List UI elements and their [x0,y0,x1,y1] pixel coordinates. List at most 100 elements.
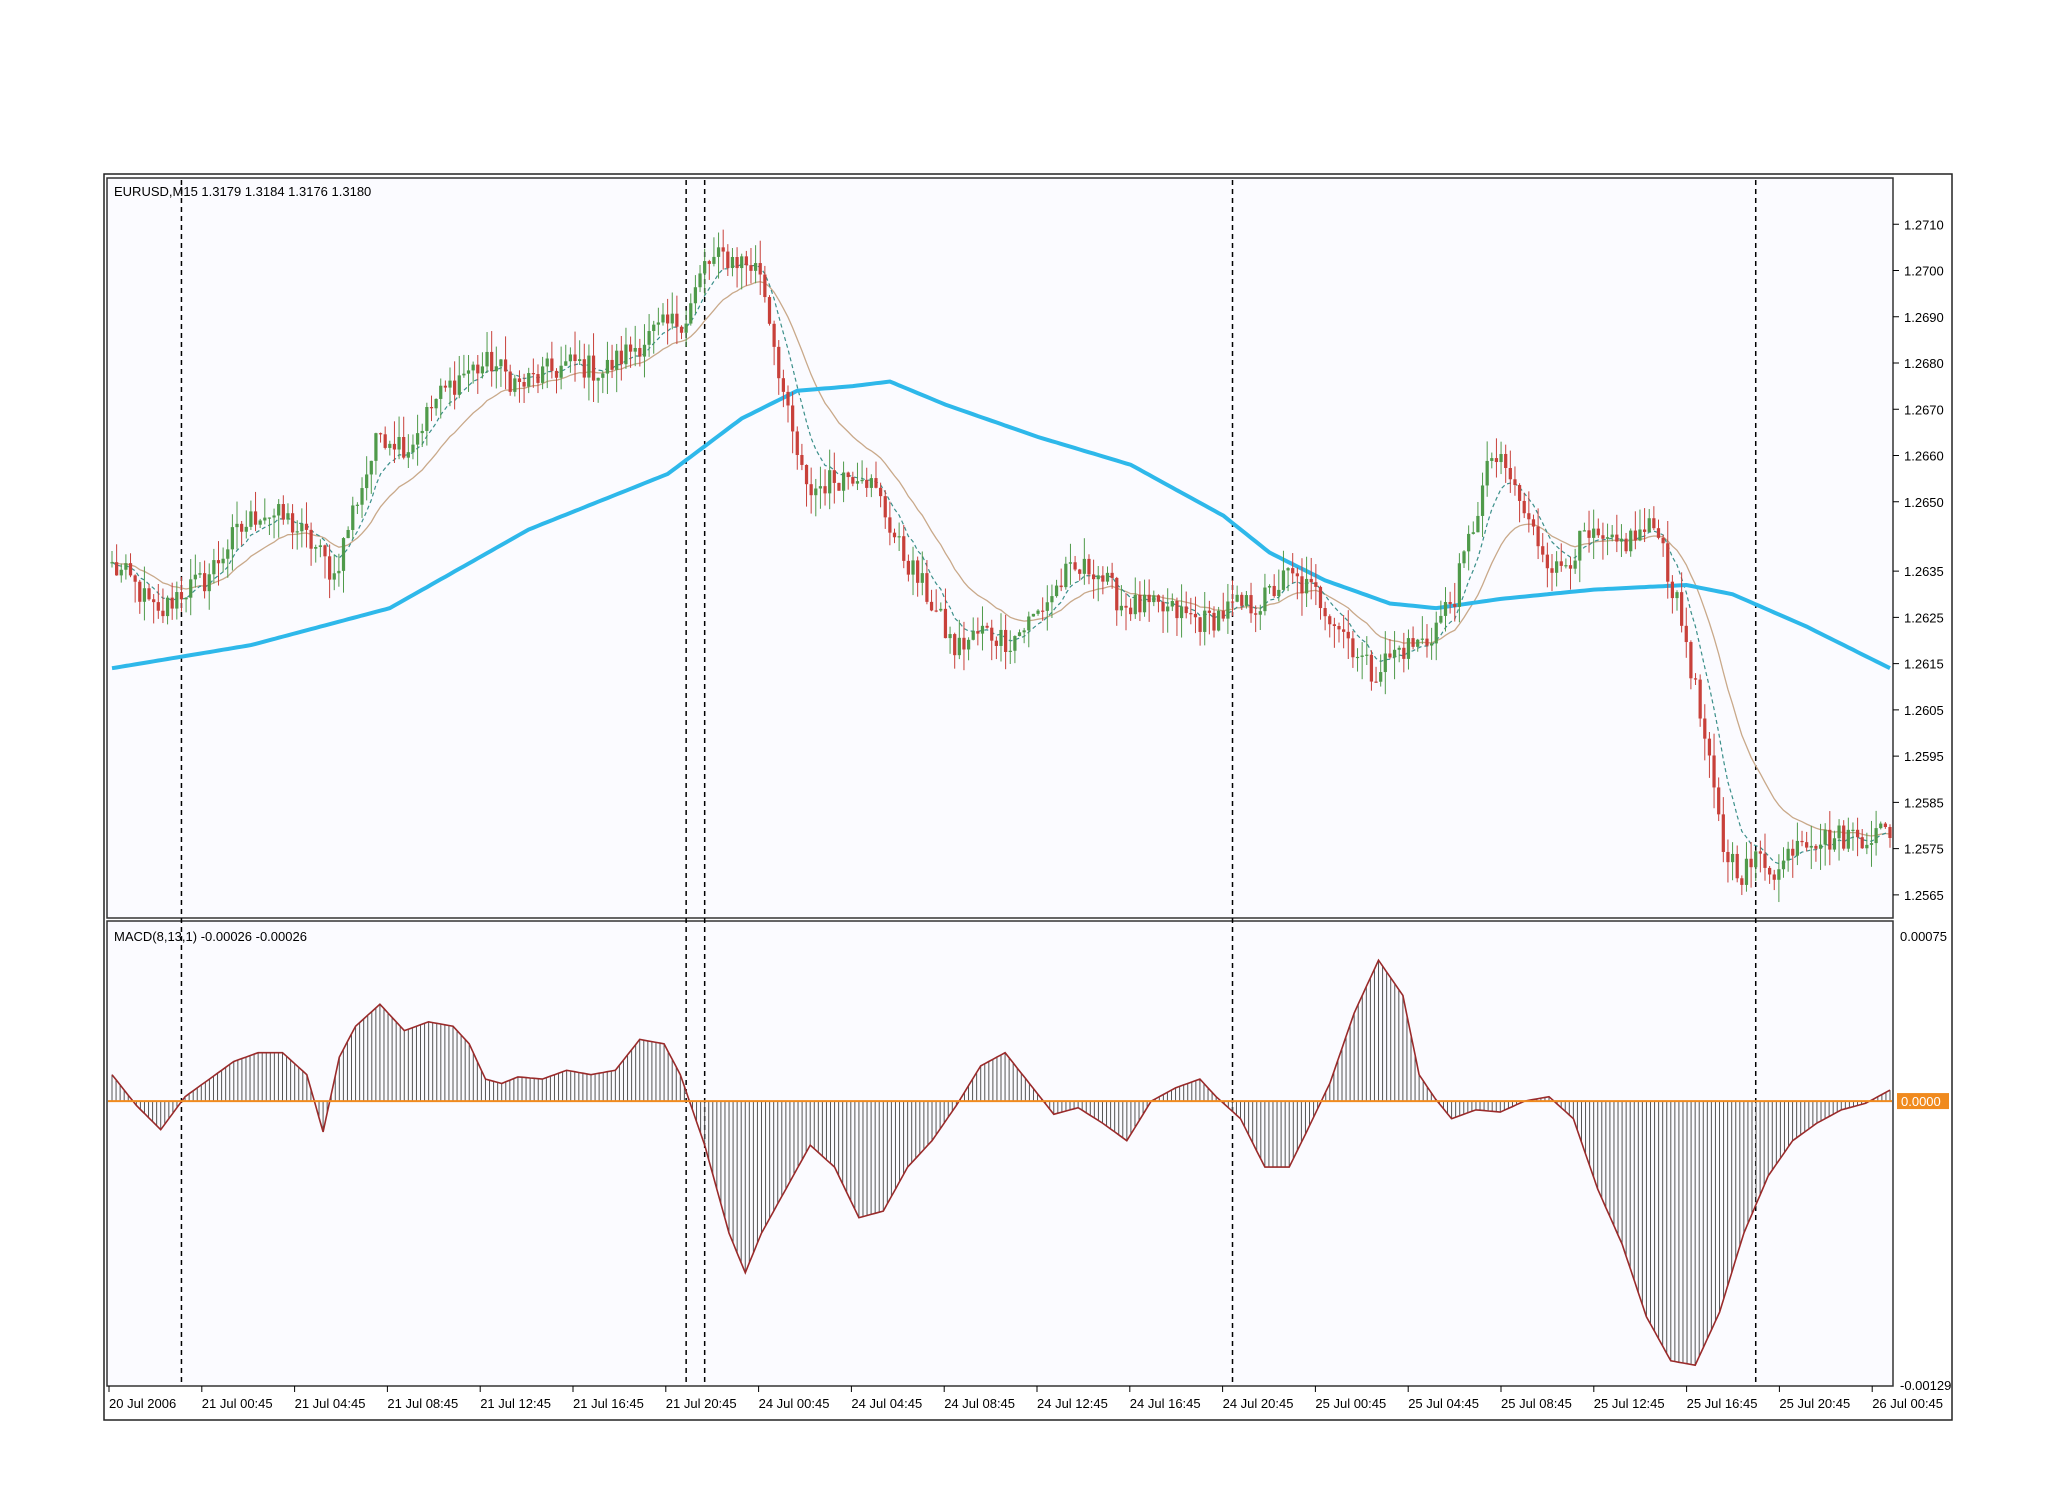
candle-body [341,538,346,571]
candle-body [1258,611,1262,615]
candle-body [1351,638,1355,658]
candle-body [1508,468,1512,480]
candle-body [161,610,165,617]
macd-histogram [108,958,1892,1367]
candle-body [689,303,693,324]
candle-body [165,597,170,617]
candle-body [1453,604,1457,607]
candle-body [1846,829,1850,849]
candle-body [1666,543,1670,582]
candle-body [841,472,846,491]
time-axis: 20 Jul 2006 21 Jul 00:45 21 Jul 04:45 21 Ju… [108,1386,1943,1411]
candle-body [517,378,522,382]
price-label: 1.2680 [1904,356,1944,371]
candle-body [1263,587,1267,612]
candle-body [929,601,934,611]
candle-body [1175,601,1179,619]
candle-body [1346,631,1350,639]
candlesticks [110,229,1892,903]
candle-body [490,351,494,372]
candle-body [365,474,369,489]
candle-body [832,470,836,483]
candle-body [277,504,281,516]
candle-body [925,573,929,602]
candle-body [360,488,364,505]
candle-body [142,588,147,602]
candle-body [332,573,336,580]
candle-body [1342,629,1346,632]
candle-body [865,479,869,488]
candle-body [596,377,600,381]
candle-body [240,523,244,532]
candle-body [758,263,762,275]
candle-body [110,562,114,564]
candle-body [527,373,531,387]
candle-body [1411,638,1415,647]
candle-body [1304,578,1309,594]
candle-body [1004,629,1008,652]
candle-body [453,380,457,395]
candle-body [193,574,197,580]
candle-body [1555,561,1559,573]
candle-body [1758,851,1762,854]
candle-body [795,431,799,455]
candle-body [1129,607,1133,615]
candle-body [1235,594,1239,602]
candle-body [1504,453,1508,469]
candle-body [1624,538,1628,552]
candle-body [1462,551,1466,564]
candle-body [1230,601,1235,603]
candle-body [818,486,823,489]
candle-body [749,265,753,271]
price-label: 1.2690 [1904,310,1944,325]
candle-body [235,523,239,528]
candle-body [605,359,610,374]
candle-body [781,378,785,392]
candle-body [1642,529,1647,532]
candle-body [582,359,586,378]
candle-body [170,597,174,609]
candle-body [1717,787,1721,815]
candle-body [1050,596,1054,603]
candle-body [1073,562,1077,570]
candle-body [1670,581,1674,599]
macd-axis: 0.00075 -0.00129 0.0000 [1897,929,1951,1393]
candle-body [1115,577,1119,611]
candle-body [1786,848,1790,861]
candle-body [1272,585,1276,597]
candle-body [1744,858,1749,885]
candle-body [976,631,980,634]
candle-body [675,313,679,327]
candle-body [1652,518,1656,529]
candle-body [1480,485,1485,516]
candle-body [1573,560,1577,569]
candle-body [425,406,429,431]
candle-body [1041,610,1045,612]
candle-body [480,366,485,374]
candle-body [1656,528,1661,538]
candle-body [133,575,137,582]
candle-body [874,478,878,488]
candle-body [147,588,151,600]
candle-body [1550,568,1554,573]
price-label: 1.2635 [1904,564,1944,579]
candle-body [499,359,503,367]
candle-body [1582,530,1587,532]
candle-body [809,484,813,496]
candle-body [1332,624,1336,626]
candle-body [263,517,267,521]
candle-body [494,366,498,372]
price-label: 1.2710 [1904,217,1944,232]
time-label: 25 Jul 08:45 [1501,1396,1572,1411]
candle-body [1420,638,1424,640]
candle-body [591,355,596,381]
candle-body [198,573,202,575]
candle-body [828,470,832,494]
candle-body [777,346,781,379]
candle-body [906,560,911,575]
candle-body [545,358,549,367]
candle-body [1124,605,1128,608]
candle-body [1837,825,1841,839]
candle-body [1684,625,1688,643]
candle-body [1082,558,1086,574]
